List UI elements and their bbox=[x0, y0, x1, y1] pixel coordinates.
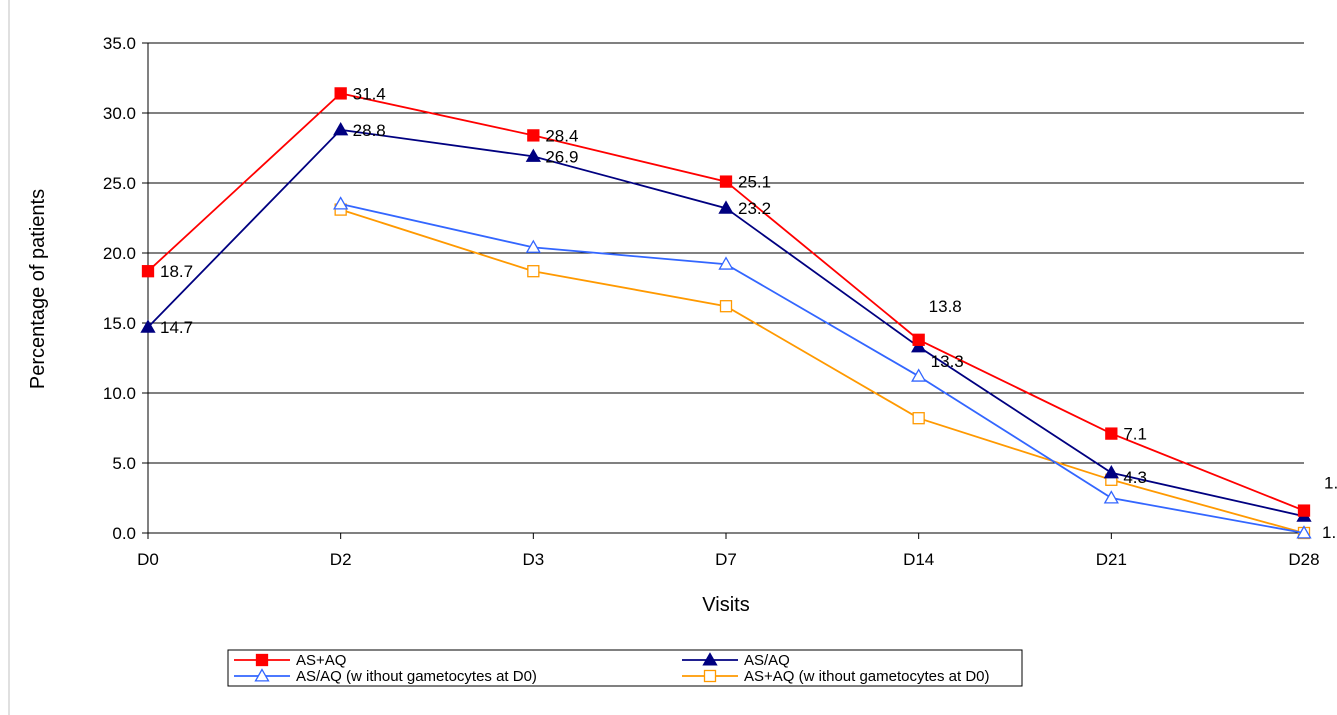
data-labels: 14.7 28.8 26.9 23.2 13.3 4.3 1.2 18.7 31.4 28.4 25… bbox=[160, 84, 1337, 542]
data-point bbox=[525, 148, 541, 162]
grid bbox=[148, 42, 1304, 464]
data-label: 31.4 bbox=[353, 84, 386, 103]
data-point bbox=[527, 265, 540, 278]
y-tick-label: 15.0 bbox=[103, 314, 136, 333]
y-tick-label: 10.0 bbox=[103, 384, 136, 403]
data-label: 13.8 bbox=[929, 297, 962, 316]
data-point bbox=[140, 319, 156, 333]
data-label: 1.6 bbox=[1324, 474, 1337, 493]
legend-marker bbox=[702, 652, 718, 666]
x-tick-label: D0 bbox=[137, 550, 159, 569]
y-tick-label: 25.0 bbox=[103, 174, 136, 193]
y-tick-label: 30.0 bbox=[103, 104, 136, 123]
data-label: 4.3 bbox=[1123, 468, 1147, 487]
data-point bbox=[1105, 427, 1118, 440]
data-point bbox=[333, 121, 349, 136]
series-area bbox=[140, 87, 1312, 540]
legend: AS+AQ AS/AQ AS/AQ (w ithout gametocytes at… bbox=[227, 649, 1023, 687]
data-point bbox=[525, 239, 541, 253]
legend-label: AS+AQ (w ithout gametocytes at D0) bbox=[744, 668, 990, 685]
data-point bbox=[1103, 490, 1119, 504]
data-point bbox=[1297, 504, 1311, 517]
data-point bbox=[334, 87, 347, 100]
y-axis-title: Percentage of patients bbox=[27, 189, 49, 389]
x-axis-title: Visits bbox=[702, 594, 749, 616]
legend-entry: AS+AQ bbox=[234, 652, 346, 669]
x-tick-label: D7 bbox=[715, 550, 737, 569]
data-point bbox=[141, 265, 155, 278]
legend-marker bbox=[255, 653, 269, 667]
data-point bbox=[1103, 464, 1119, 479]
data-label: 26.9 bbox=[545, 147, 578, 166]
series-4 bbox=[334, 203, 1311, 540]
legend-label: AS/AQ (w ithout gametocytes at D0) bbox=[296, 668, 537, 685]
x-tick-label: D21 bbox=[1096, 550, 1127, 569]
data-point bbox=[527, 129, 540, 142]
data-label: 14.7 bbox=[160, 318, 193, 337]
x-tick-label: D28 bbox=[1288, 550, 1319, 569]
y-tick-label: 35.0 bbox=[103, 34, 136, 53]
y-tick-label: 5.0 bbox=[112, 454, 136, 473]
legend-entry: AS+AQ (w ithout gametocytes at D0) bbox=[682, 668, 990, 685]
y-tick-label: 20.0 bbox=[103, 244, 136, 263]
series-1 bbox=[141, 87, 1311, 517]
data-point bbox=[912, 333, 925, 346]
legend-marker bbox=[254, 668, 270, 682]
data-point bbox=[718, 256, 734, 270]
data-point bbox=[911, 368, 927, 382]
legend-marker bbox=[703, 669, 717, 683]
data-point bbox=[718, 200, 734, 214]
legend-box bbox=[227, 649, 1023, 687]
data-label: 1.2 bbox=[1322, 523, 1337, 542]
x-tick-label: D3 bbox=[522, 550, 544, 569]
data-point bbox=[911, 338, 927, 353]
data-point bbox=[333, 196, 349, 210]
legend-entry: AS/AQ (w ithout gametocytes at D0) bbox=[234, 668, 537, 685]
data-point bbox=[719, 300, 733, 313]
data-point bbox=[912, 412, 925, 425]
series-3 bbox=[333, 196, 1312, 539]
data-label: 18.7 bbox=[160, 262, 193, 281]
data-label: 25.1 bbox=[738, 173, 771, 192]
data-point bbox=[1296, 525, 1312, 539]
data-label: 23.2 bbox=[738, 199, 771, 218]
x-tick-label: D2 bbox=[330, 550, 352, 569]
data-label: 13.3 bbox=[931, 352, 964, 371]
legend-entry: AS/AQ bbox=[682, 652, 790, 669]
axes: 0.0 5.0 10.0 15.0 20.0 25.0 30.0 35.0 D0 D2 D3 D7 D1… bbox=[103, 34, 1320, 569]
series-line bbox=[340, 203, 1305, 534]
data-label: 28.8 bbox=[353, 121, 386, 140]
series-line bbox=[340, 208, 1305, 534]
legend-label: AS+AQ bbox=[296, 652, 346, 669]
x-tick-label: D14 bbox=[903, 550, 934, 569]
legend-label: AS/AQ bbox=[744, 652, 790, 669]
data-label: 28.4 bbox=[545, 126, 578, 145]
y-tick-label: 0.0 bbox=[112, 524, 136, 543]
series-2 bbox=[140, 121, 1312, 522]
data-label: 7.1 bbox=[1123, 425, 1147, 444]
data-point bbox=[719, 175, 733, 188]
